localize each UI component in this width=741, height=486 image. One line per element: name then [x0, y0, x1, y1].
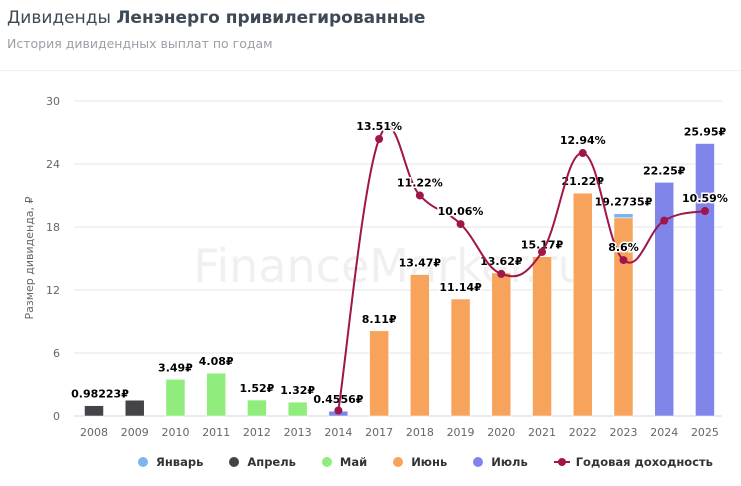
- bar-data-label: 0.98223₽: [71, 388, 129, 401]
- chart-legend: Январь Апрель Май Июнь Июль Годовая доходност…: [138, 455, 739, 469]
- yield-point: [660, 216, 669, 225]
- bar-2021-Июнь: [532, 256, 552, 417]
- y-tick-label: 0: [53, 410, 60, 423]
- x-tick-label: 2019: [447, 426, 475, 439]
- yield-point: [700, 207, 709, 216]
- bar-2013-Май: [287, 401, 308, 417]
- legend-dot-icon: [473, 457, 484, 467]
- yield-point: [538, 247, 547, 256]
- title-prefix: Дивиденды: [7, 8, 111, 28]
- bar-2024-Июль: [654, 182, 674, 417]
- legend-label: Апрель: [247, 455, 296, 469]
- y-tick-label: 6: [53, 347, 60, 360]
- bar-2018-Июнь: [410, 274, 430, 417]
- x-tick-label: 2017: [365, 426, 393, 439]
- yield-data-label: 12.94%: [560, 134, 606, 147]
- yield-data-label: 13.51%: [356, 120, 402, 133]
- y-tick-label: 12: [46, 284, 60, 297]
- title-company: Ленэнерго привилегированные: [116, 8, 426, 28]
- bar-data-label: 3.49₽: [158, 361, 193, 374]
- header-divider: [0, 70, 741, 71]
- bar-2009-Апрель: [124, 400, 145, 417]
- x-tick-label: 2014: [324, 426, 352, 439]
- yield-data-label: 8.6%: [608, 241, 639, 254]
- y-tick-label: 18: [46, 221, 60, 234]
- bar-2019-Июнь: [450, 298, 471, 417]
- yield-data-label: 10.59%: [682, 192, 728, 205]
- legend-label: Январь: [156, 455, 204, 469]
- x-tick-label: 2020: [487, 426, 515, 439]
- x-tick-label: 2023: [609, 426, 637, 439]
- yield-point: [456, 220, 465, 229]
- legend-label: Июнь: [411, 455, 448, 469]
- bar-data-label: 13.62₽: [480, 255, 523, 268]
- legend-dot-icon: [229, 457, 240, 467]
- x-tick-label: 2018: [406, 426, 434, 439]
- yield-point: [578, 149, 587, 158]
- watermark: FinanceMarker.ru: [193, 239, 586, 293]
- legend-item[interactable]: Апрель: [229, 455, 296, 469]
- legend-label: Июль: [491, 455, 528, 469]
- legend-label: Май: [339, 455, 368, 469]
- x-tick-label: 2009: [121, 426, 149, 439]
- legend-item[interactable]: Май: [321, 455, 368, 469]
- bar-data-label: 19.2735₽: [595, 196, 653, 209]
- yield-point: [497, 269, 506, 278]
- bar-2020-Июнь: [491, 272, 512, 417]
- bar-2025-Июль: [695, 143, 715, 417]
- legend-dot-icon: [321, 457, 332, 467]
- bar-data-label: 25.95₽: [684, 126, 727, 139]
- legend-label: Годовая доходность: [575, 455, 713, 469]
- legend-item[interactable]: Июль: [473, 455, 528, 469]
- yield-data-label: 11.22%: [397, 176, 443, 189]
- legend-item-yield[interactable]: Годовая доходность: [553, 455, 713, 469]
- page-title: Дивиденды Ленэнерго привилегированные: [7, 8, 425, 28]
- bar-data-label: 13.47₽: [399, 257, 442, 270]
- yield-point: [619, 256, 628, 265]
- bar-data-label: 1.32₽: [280, 384, 315, 397]
- x-tick-label: 2024: [650, 426, 678, 439]
- bar-2011-Май: [206, 372, 226, 417]
- bar-data-label: 22.25₽: [643, 164, 686, 177]
- bar-2017-Июнь: [369, 330, 389, 417]
- bar-data-label: 15.17₽: [521, 239, 564, 252]
- bar-2008-Апрель: [84, 405, 104, 417]
- yield-data-label: 10.06%: [438, 205, 484, 218]
- y-tick-label: 24: [46, 158, 60, 171]
- bar-2022-Июнь: [573, 192, 593, 417]
- x-tick-label: 2012: [243, 426, 271, 439]
- bar-data-label: 8.11₽: [362, 313, 397, 326]
- bar-2010-Май: [165, 379, 186, 417]
- bar-2012-Май: [247, 399, 267, 417]
- bar-2023-Январь: [613, 213, 634, 219]
- page-subtitle: История дивидендных выплат по годам: [7, 36, 273, 51]
- legend-item[interactable]: Июнь: [393, 455, 447, 469]
- y-tick-label: 30: [46, 95, 60, 108]
- x-tick-label: 2010: [161, 426, 189, 439]
- legend-line-icon: [553, 457, 570, 467]
- legend-item[interactable]: Январь: [138, 455, 203, 469]
- x-tick-label: 2021: [528, 426, 556, 439]
- legend-dot-icon: [138, 457, 148, 467]
- x-tick-label: 2022: [569, 426, 597, 439]
- yield-point: [334, 406, 343, 415]
- yield-point: [375, 135, 384, 143]
- x-tick-label: 2011: [202, 426, 230, 439]
- bar-data-label: 0.4556₽: [313, 393, 363, 406]
- bar-data-label: 11.14₽: [439, 281, 482, 294]
- x-tick-label: 2008: [80, 426, 108, 439]
- yield-point: [415, 191, 424, 200]
- bar-data-label: 4.08₽: [199, 355, 234, 368]
- legend-dot-icon: [393, 457, 404, 467]
- x-tick-label: 2013: [284, 426, 312, 439]
- bar-data-label: 1.52₽: [240, 382, 275, 395]
- x-tick-label: 2025: [691, 426, 719, 439]
- bar-data-label: 21.22₽: [562, 175, 605, 188]
- y-axis-title: Размер дивиденда, ₽: [23, 196, 36, 319]
